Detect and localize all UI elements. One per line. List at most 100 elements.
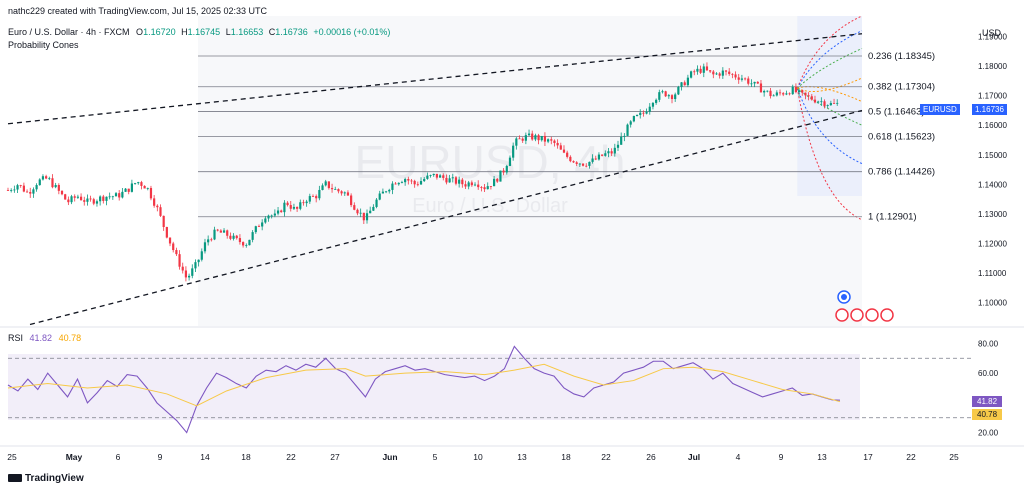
candle-body	[594, 158, 597, 160]
candle-body	[480, 187, 483, 188]
candle-body	[350, 195, 353, 206]
candle-body	[130, 183, 134, 192]
candle-body	[683, 82, 686, 86]
candle-body	[680, 82, 683, 87]
time-tick-label: 22	[906, 452, 916, 462]
fib-level-label: 1 (1.12901)	[868, 212, 917, 223]
candle-body	[372, 206, 375, 211]
rsi-legend[interactable]: RSI 41.82 40.78	[8, 333, 81, 343]
price-tick-label: 1.12000	[978, 239, 1007, 248]
candle-body	[153, 198, 156, 206]
ohlc-open-value: 1.16720	[143, 27, 176, 37]
candle-body	[699, 68, 702, 73]
candle-body	[410, 180, 413, 182]
candle-body	[518, 138, 521, 140]
candle-body	[492, 178, 496, 187]
us-flag-event-icon[interactable]	[850, 308, 864, 322]
candle-body	[187, 275, 191, 278]
time-tick-label: 10	[473, 452, 483, 462]
candle-body	[102, 196, 105, 201]
candle-body	[823, 101, 826, 106]
candle-body	[817, 101, 820, 103]
candle-body	[597, 154, 601, 160]
upper-trendline	[7, 33, 863, 125]
candle-body	[486, 186, 489, 190]
candle-body	[527, 133, 531, 136]
fib-level-label: 0.786 (1.14426)	[868, 167, 935, 178]
candle-body	[677, 86, 680, 95]
candle-body	[785, 93, 788, 95]
candle-body	[45, 176, 48, 179]
candle-body	[502, 170, 505, 173]
ohlc-open-key: O	[136, 27, 144, 37]
candle-body	[759, 83, 763, 93]
candle-body	[283, 202, 286, 213]
candle-body	[578, 163, 581, 165]
candle-body	[454, 177, 458, 184]
rsi-tick-label: 80.00	[978, 339, 999, 348]
candle-body	[178, 254, 181, 267]
indicator-label[interactable]: Probability Cones	[8, 40, 79, 50]
candle-body	[400, 182, 404, 183]
candle-body	[381, 191, 384, 194]
candle-body	[242, 242, 245, 246]
time-axis[interactable]: 25 May 6 9 14 18 22 27 Jun 5 10 13 18 22 26 Jul 4 9 13 17 22…	[7, 452, 959, 462]
candle-body	[581, 163, 585, 166]
candle-body	[709, 70, 712, 72]
candle-body	[111, 196, 114, 198]
candle-body	[788, 93, 791, 95]
fib-level-label: 0.236 (1.18345)	[868, 51, 935, 62]
candle-body	[686, 77, 689, 86]
candle-body	[159, 207, 162, 216]
candle-body	[728, 71, 731, 74]
us-flag-event-icon[interactable]	[835, 308, 849, 322]
candle-body	[232, 235, 235, 239]
rsi-tick-label: 20.00	[978, 429, 999, 438]
ohlc-low-value: 1.16653	[230, 27, 264, 37]
candle-body	[547, 139, 550, 142]
candle-body	[118, 193, 121, 198]
candle-body	[273, 213, 276, 216]
candle-body	[413, 180, 416, 185]
candle-body	[64, 194, 67, 200]
watermark-symbol: EURUSD, 4h	[355, 136, 626, 188]
ohlc-close-key: C	[268, 27, 276, 37]
candle-body	[305, 201, 308, 204]
us-flag-event-icon[interactable]	[880, 308, 894, 322]
candle-body	[184, 270, 188, 278]
candle-body	[197, 259, 200, 263]
candle-body	[143, 185, 146, 189]
candle-body	[591, 158, 594, 162]
tradingview-logo[interactable]: TradingView	[8, 473, 84, 484]
time-tick-label: 27	[330, 452, 340, 462]
candle-body	[229, 235, 232, 239]
candle-body	[375, 199, 378, 207]
time-tick-label: 25	[7, 452, 17, 462]
candle-body	[734, 74, 737, 78]
candle-body	[67, 199, 70, 203]
event-markers[interactable]	[835, 290, 894, 322]
candle-body	[820, 101, 823, 103]
candle-body	[203, 242, 207, 252]
candle-body	[83, 200, 86, 202]
time-tick-label: 4	[736, 452, 741, 462]
candle-body	[543, 135, 547, 142]
candle-body	[508, 157, 512, 166]
candle-body	[626, 124, 629, 136]
candle-body	[19, 185, 22, 186]
price-axis[interactable]: 1.19000 1.18000 1.17000 1.16000 1.15000 1.140…	[978, 33, 1007, 308]
candle-body	[324, 181, 327, 186]
candle-body	[499, 170, 502, 182]
candle-body	[670, 95, 674, 100]
candle-body	[731, 73, 734, 75]
candle-body	[512, 145, 515, 158]
candle-body	[308, 196, 311, 202]
us-flag-event-icon[interactable]	[865, 308, 879, 322]
candle-body	[41, 176, 45, 180]
candle-body	[286, 202, 289, 206]
rsi-axis[interactable]: 80.00 60.00 20.00	[978, 339, 999, 437]
rsi-legend-title: RSI	[8, 333, 24, 343]
candle-body	[712, 71, 715, 75]
brand-name: TradingView	[25, 473, 84, 484]
